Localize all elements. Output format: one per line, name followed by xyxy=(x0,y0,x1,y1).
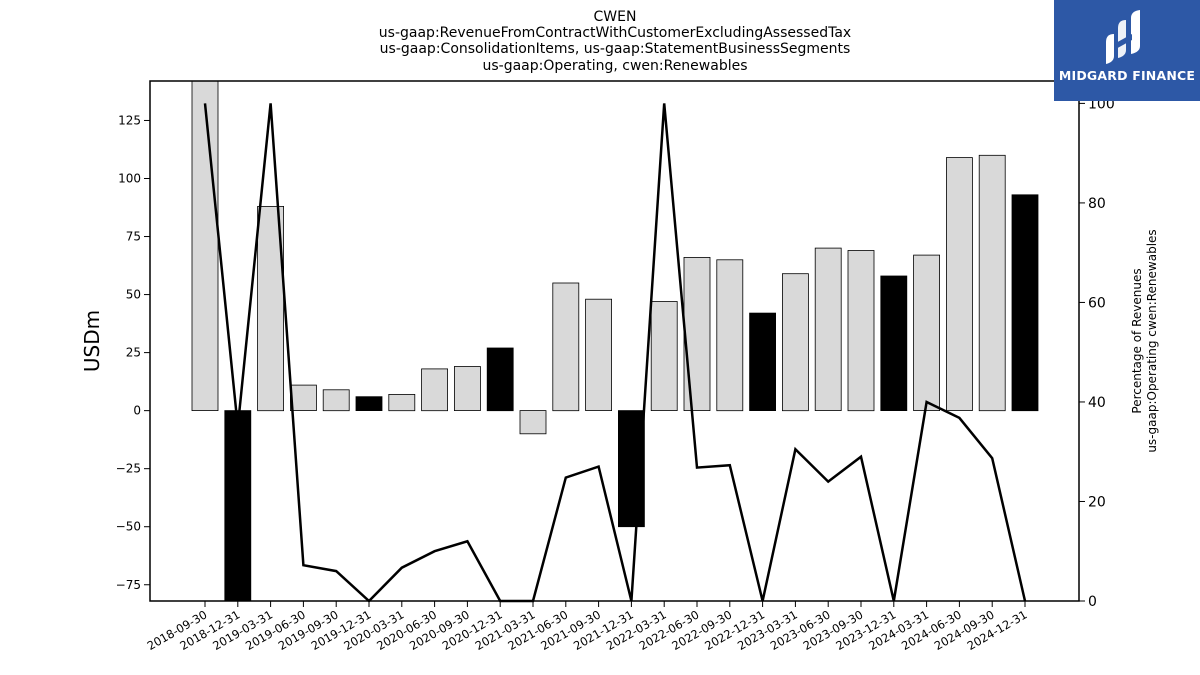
bar-2023-12-31 xyxy=(880,275,908,412)
bar-2020-12-31 xyxy=(486,347,514,412)
bar-2024-03-31 xyxy=(913,254,940,412)
bar-2022-03-31 xyxy=(650,301,678,411)
logo-text: MIDGARD FINANCE xyxy=(1058,68,1196,83)
bar-2023-06-30 xyxy=(814,247,842,412)
logo-mark-icon xyxy=(1106,10,1140,64)
y2-tick-label: 0 xyxy=(1088,594,1097,610)
y2-tick-label: 80 xyxy=(1088,196,1106,212)
bar-2024-12-31 xyxy=(1011,194,1039,412)
chart-title: CWEN us-gaap:RevenueFromContractWithCust… xyxy=(379,9,851,74)
bar-2018-12-31 xyxy=(224,410,252,602)
y-tick-label: 25 xyxy=(126,346,141,360)
y2-axis-label-line-2: us-gaap:Operating cwen:Renewables xyxy=(1145,229,1159,452)
bar-2022-06-30 xyxy=(683,256,711,411)
bar-2019-06-30 xyxy=(289,384,317,412)
plot-frame xyxy=(149,80,1080,602)
title-line-2: us-gaap:RevenueFromContractWithCustomerE… xyxy=(379,25,851,41)
bar-2018-09-30 xyxy=(191,80,219,412)
y-tick-label: −50 xyxy=(116,520,141,534)
y-tick-label: −75 xyxy=(116,578,141,592)
y-axis-label: USDm xyxy=(80,310,104,372)
bar-2020-06-30 xyxy=(421,368,449,412)
title-line-4: us-gaap:Operating, cwen:Renewables xyxy=(482,58,747,74)
y-tick-label: 125 xyxy=(118,113,141,127)
y2-tick-label: 60 xyxy=(1088,295,1106,311)
logo: MIDGARD FINANCE xyxy=(1054,0,1200,101)
title-line-3: us-gaap:ConsolidationItems, us-gaap:Stat… xyxy=(380,41,851,57)
y2-tick-label: 20 xyxy=(1088,494,1106,510)
bar-2022-12-31 xyxy=(749,312,776,412)
title-line-1: CWEN xyxy=(594,9,637,25)
y-tick-label: −25 xyxy=(116,462,141,476)
bar-2019-12-31 xyxy=(355,396,383,412)
bar-2020-03-31 xyxy=(388,393,416,412)
bar-2022-09-30 xyxy=(716,259,744,412)
bar-2021-06-30 xyxy=(552,282,580,412)
bar-2023-09-30 xyxy=(847,250,875,412)
y2-tick-label: 40 xyxy=(1088,395,1106,411)
percentage-line xyxy=(203,103,1027,603)
bar-2023-03-31 xyxy=(782,273,809,412)
bar-2019-09-30 xyxy=(322,389,350,412)
bar-2020-09-30 xyxy=(453,366,481,411)
y-tick-label: 100 xyxy=(118,172,141,186)
y2-axis-label-line-1: Percentage of Revenues xyxy=(1130,268,1144,413)
y-tick-label: 0 xyxy=(133,404,141,418)
left-axis: −75 −50 −25 0 25 50 75 100 125 xyxy=(116,113,150,592)
y-tick-label: 75 xyxy=(126,230,141,244)
bar-2024-06-30 xyxy=(946,157,973,412)
bar-2024-09-30 xyxy=(978,154,1006,412)
x-axis: 2018-09-302018-12-312019-03-312019-06-30… xyxy=(145,601,1030,653)
bar-2021-09-30 xyxy=(585,298,612,412)
bar-series xyxy=(191,80,1039,602)
y-tick-label: 50 xyxy=(126,288,141,302)
line-series xyxy=(203,103,1027,603)
bar-2021-03-31 xyxy=(519,410,547,435)
